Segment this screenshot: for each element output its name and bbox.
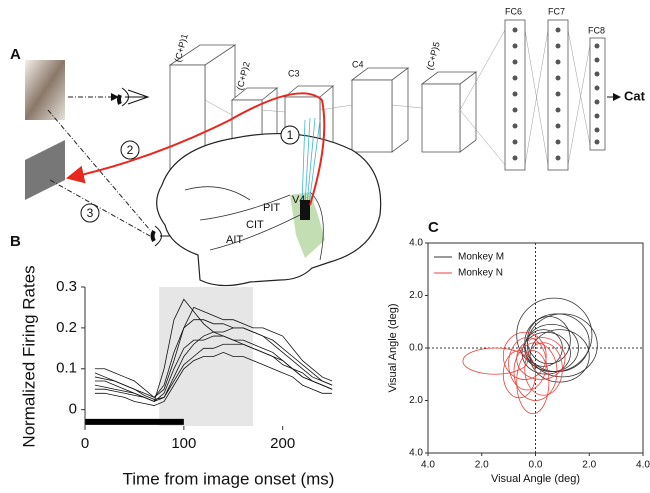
diagram: (C+P)1 (C+P)2 C3 C4 (C+P)5 FC6 FC7 FC8 C… — [25, 6, 646, 287]
step-number: 2 — [127, 143, 134, 157]
area-label: PIT — [263, 202, 280, 214]
x-axis-label: Time from image onset (ms) — [123, 469, 335, 488]
x-tick-label: 200 — [270, 435, 295, 452]
y-tick-label: 0.0 — [409, 343, 423, 354]
receptive-field — [527, 313, 598, 378]
response-line — [94, 351, 333, 406]
receptive-field — [516, 297, 593, 373]
receptive-field — [527, 316, 571, 365]
layer-label: FC8 — [588, 25, 605, 35]
y-tick-label: 0.3 — [56, 278, 77, 295]
receptive-field — [524, 329, 563, 367]
brain — [156, 132, 382, 287]
layer-label: FC7 — [548, 6, 565, 16]
eye — [121, 87, 150, 107]
step-number: 1 — [287, 128, 294, 142]
y-axis-label: Visual Angle (deg) — [387, 303, 399, 392]
layer-label: C4 — [352, 59, 364, 69]
legend-label: Monkey N — [458, 268, 503, 279]
receptive-field — [516, 350, 550, 415]
y-tick-label: 0.2 — [56, 319, 77, 336]
y-tick-label: 4.0 — [409, 448, 423, 459]
x-tick-label: 0.0 — [529, 460, 543, 471]
receptive-field — [462, 347, 528, 375]
response-line — [94, 327, 333, 400]
area-label: V4 — [292, 194, 305, 206]
y-tick-label: 2.0 — [409, 395, 423, 406]
receptive-field — [516, 337, 566, 380]
x-tick-label: 2.0 — [475, 460, 489, 471]
response-line — [94, 306, 333, 398]
area-label: AIT — [226, 234, 243, 246]
panel-label: B — [10, 233, 21, 250]
x-tick-label: 0 — [81, 435, 89, 452]
x-tick-label: 2.0 — [582, 460, 596, 471]
y-tick-label: 4.0 — [409, 238, 423, 249]
y-tick-label: 0 — [69, 401, 77, 418]
receptive-field — [524, 342, 563, 396]
receptive-field — [502, 331, 547, 380]
panel-label: A — [10, 46, 21, 63]
cat-image — [25, 60, 65, 120]
y-axis-label: Normalized Firing Rates — [19, 265, 38, 447]
panel-label: C — [428, 219, 439, 236]
step-number: 3 — [87, 206, 94, 220]
x-tick-label: 4.0 — [636, 460, 650, 471]
x-tick-label: 4.0 — [421, 460, 435, 471]
layer-label: (C+P)5 — [425, 41, 442, 71]
x-tick-label: 100 — [171, 435, 196, 452]
y-tick-label: 0.1 — [56, 360, 77, 377]
gray-screen — [25, 140, 65, 200]
legend-label: Monkey M — [458, 252, 504, 263]
output-label: Cat — [624, 88, 646, 103]
response-line — [94, 343, 333, 402]
layer-label: FC6 — [505, 6, 522, 16]
layer-label: (C+P)2 — [235, 61, 252, 91]
layer-label: C3 — [288, 68, 300, 78]
x-axis-label: Visual Angle (deg) — [491, 473, 580, 485]
area-label: CIT — [246, 219, 264, 231]
y-tick-label: 2.0 — [409, 290, 423, 301]
